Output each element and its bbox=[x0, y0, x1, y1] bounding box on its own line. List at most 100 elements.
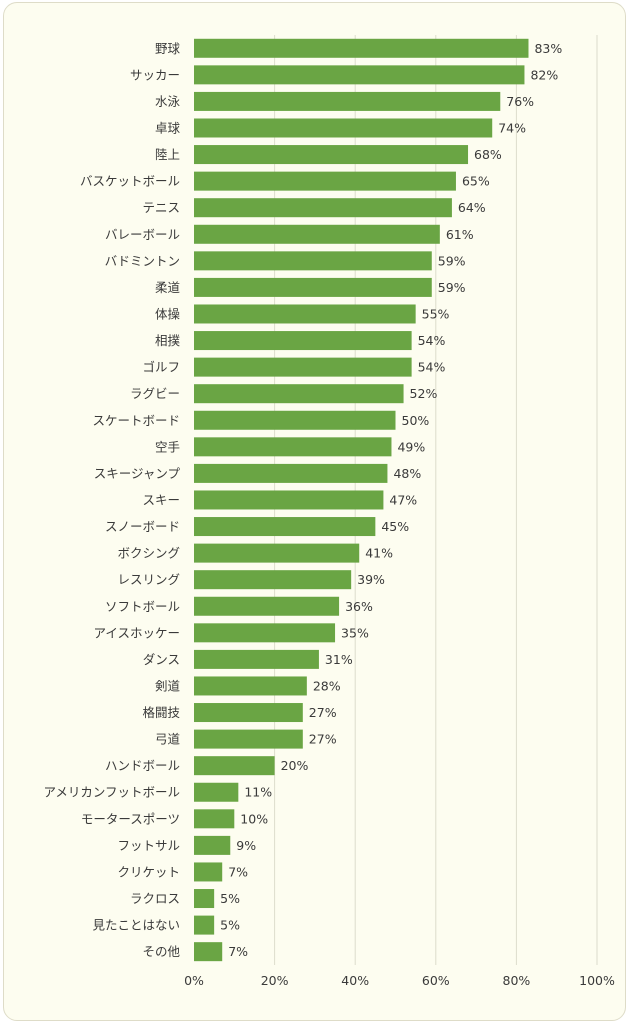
category-label: 陸上 bbox=[155, 147, 180, 162]
bar bbox=[194, 357, 412, 377]
bar bbox=[194, 942, 223, 962]
category-label: ダンス bbox=[143, 652, 180, 667]
x-tick-label: 40% bbox=[341, 973, 369, 988]
bar bbox=[194, 145, 469, 165]
category-label: ハンドボール bbox=[105, 758, 180, 773]
category-label: レスリング bbox=[117, 572, 180, 587]
bar bbox=[194, 171, 456, 191]
category-label: ソフトボール bbox=[105, 599, 180, 614]
value-label: 45% bbox=[381, 519, 409, 534]
category-label: バドミントン bbox=[105, 253, 180, 268]
category-label: ラグビー bbox=[130, 386, 180, 401]
category-label: フットサル bbox=[117, 838, 180, 853]
value-label: 59% bbox=[438, 280, 466, 295]
value-label: 59% bbox=[438, 253, 466, 268]
category-label: ラクロス bbox=[130, 891, 180, 906]
value-label: 9% bbox=[236, 838, 256, 853]
bar bbox=[194, 623, 336, 643]
bar bbox=[194, 596, 340, 616]
bar bbox=[194, 490, 384, 510]
bar bbox=[194, 756, 275, 776]
value-label: 64% bbox=[458, 200, 486, 215]
value-label: 41% bbox=[365, 546, 393, 561]
category-label: 剣道 bbox=[155, 678, 181, 693]
bar bbox=[194, 224, 440, 244]
category-label: ボクシング bbox=[117, 546, 180, 561]
category-label: 柔道 bbox=[155, 280, 181, 295]
bar bbox=[194, 862, 223, 882]
value-label: 74% bbox=[498, 120, 526, 135]
value-label: 83% bbox=[534, 41, 562, 56]
category-label: 格闘技 bbox=[142, 705, 180, 720]
value-label: 36% bbox=[345, 599, 373, 614]
value-label: 7% bbox=[228, 944, 248, 959]
value-label: 68% bbox=[474, 147, 502, 162]
category-label: アイスホッケー bbox=[93, 625, 180, 640]
category-label: スノーボード bbox=[105, 519, 180, 534]
category-label: スキー bbox=[142, 492, 180, 507]
category-label: 空手 bbox=[155, 439, 180, 454]
value-label: 48% bbox=[393, 466, 421, 481]
category-label: サッカー bbox=[130, 67, 180, 82]
bar bbox=[194, 251, 432, 271]
bar bbox=[194, 570, 352, 590]
category-label: スケートボード bbox=[92, 413, 180, 428]
value-label: 49% bbox=[397, 439, 425, 454]
value-label: 28% bbox=[313, 678, 341, 693]
value-label: 27% bbox=[309, 732, 337, 747]
value-label: 50% bbox=[402, 413, 430, 428]
value-label: 76% bbox=[506, 94, 534, 109]
category-label: その他 bbox=[142, 944, 180, 959]
bar bbox=[194, 729, 303, 749]
bar bbox=[194, 118, 493, 138]
bar bbox=[194, 809, 235, 829]
bar bbox=[194, 543, 360, 563]
bar bbox=[194, 649, 319, 669]
category-label: 見たことはない bbox=[92, 918, 180, 933]
value-label: 54% bbox=[418, 360, 446, 375]
value-label: 61% bbox=[446, 227, 474, 242]
category-label: ゴルフ bbox=[142, 360, 180, 375]
bar bbox=[194, 410, 396, 430]
bar bbox=[194, 463, 388, 483]
category-label: クリケット bbox=[117, 864, 180, 879]
category-label: 卓球 bbox=[155, 120, 181, 135]
category-label: 弓道 bbox=[155, 732, 181, 747]
category-label: 体操 bbox=[155, 306, 181, 321]
bar bbox=[194, 304, 416, 324]
x-tick-label: 100% bbox=[579, 973, 615, 988]
category-label: バスケットボール bbox=[80, 174, 180, 189]
value-label: 27% bbox=[309, 705, 337, 720]
value-label: 31% bbox=[325, 652, 353, 667]
value-label: 65% bbox=[462, 174, 490, 189]
value-label: 5% bbox=[220, 891, 240, 906]
bar bbox=[194, 915, 215, 935]
value-label: 20% bbox=[281, 758, 309, 773]
value-label: 39% bbox=[357, 572, 385, 587]
x-tick-label: 60% bbox=[422, 973, 450, 988]
x-tick-label: 80% bbox=[503, 973, 531, 988]
bar bbox=[194, 38, 529, 58]
category-label: バレーボール bbox=[105, 227, 180, 242]
value-label: 10% bbox=[240, 811, 268, 826]
value-label: 52% bbox=[410, 386, 438, 401]
bar bbox=[194, 703, 303, 723]
category-label: 水泳 bbox=[155, 94, 181, 109]
x-tick-label: 20% bbox=[261, 973, 289, 988]
value-label: 54% bbox=[418, 333, 446, 348]
category-label: モータースポーツ bbox=[81, 811, 180, 826]
bar bbox=[194, 277, 432, 297]
category-label: スキージャンプ bbox=[94, 466, 181, 481]
category-label: アメリカンフットボール bbox=[43, 785, 180, 800]
bar bbox=[194, 198, 452, 218]
value-label: 55% bbox=[422, 306, 450, 321]
bar bbox=[194, 331, 412, 351]
bar bbox=[194, 782, 239, 802]
category-label: 相撲 bbox=[155, 333, 181, 348]
x-tick-label: 0% bbox=[184, 973, 204, 988]
bar bbox=[194, 384, 404, 404]
category-label: テニス bbox=[142, 200, 180, 215]
bar bbox=[194, 676, 307, 696]
value-label: 35% bbox=[341, 625, 369, 640]
